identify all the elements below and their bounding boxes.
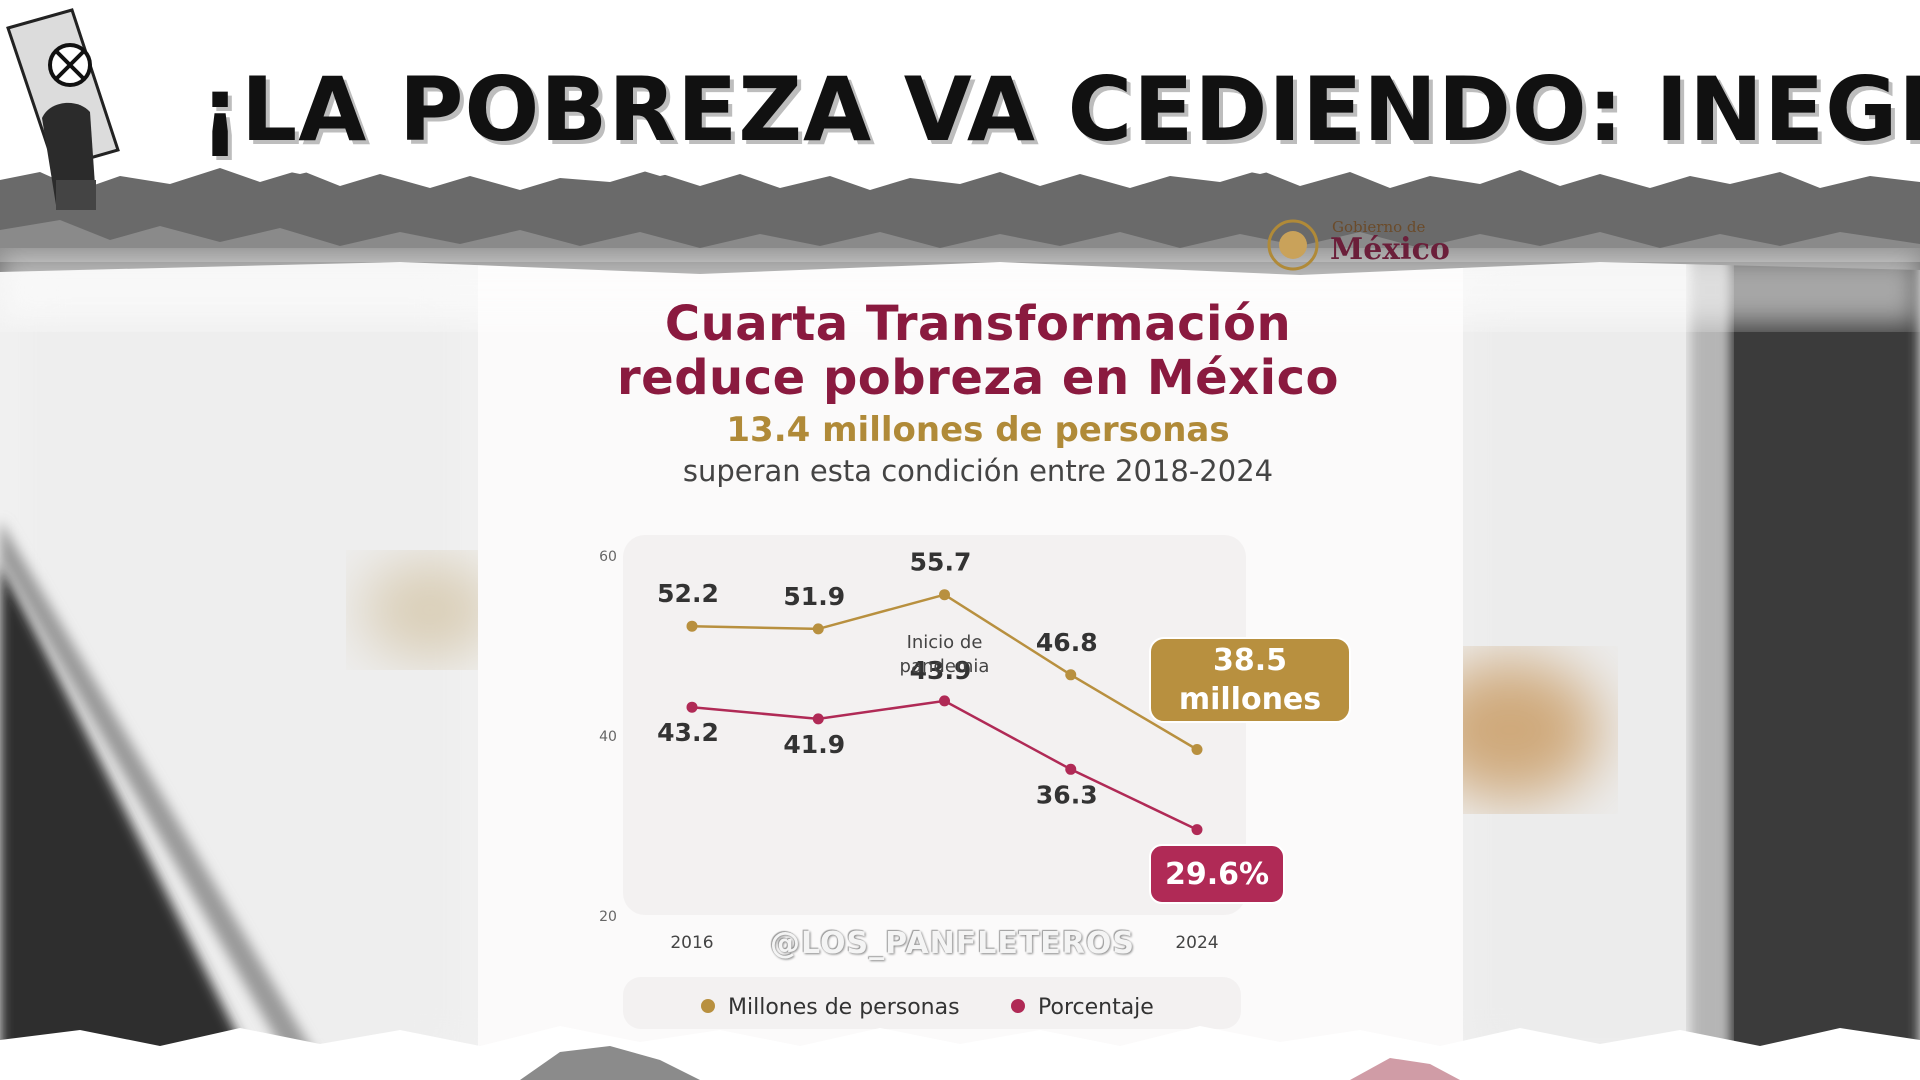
legend-marker-millones xyxy=(701,999,715,1013)
data-label-porcentaje-2018: 41.9 xyxy=(783,730,845,759)
data-label-millones-2018: 51.9 xyxy=(783,582,845,611)
annotation-line1: Inicio de xyxy=(907,632,983,653)
infographic-title-line2: reduce pobreza en México xyxy=(616,350,1340,406)
y-tick-label-60: 60 xyxy=(599,549,617,565)
series-line-porcentaje xyxy=(691,699,1198,831)
data-label-porcentaje-2022: 36.3 xyxy=(1036,780,1098,809)
data-label-porcentaje-2016: 43.2 xyxy=(657,718,719,747)
callout-millones-value: 38.5 xyxy=(1213,643,1287,678)
watermark: @LOS_PANFLETEROS xyxy=(770,926,1135,961)
legend-label-porcentaje: Porcentaje xyxy=(1038,995,1154,1020)
headline: ¡LA POBREZA VA CEDIENDO: INEGI! xyxy=(200,58,1920,161)
y-tick-label-40: 40 xyxy=(599,729,617,745)
data-label-millones-2020: 55.7 xyxy=(910,548,972,577)
data-point-porcentaje-2022 xyxy=(1065,763,1077,775)
gobierno-mexico-emblem xyxy=(1267,219,1319,271)
data-point-porcentaje-2016 xyxy=(686,701,698,713)
data-label-millones-2022: 46.8 xyxy=(1036,628,1098,657)
infographic-subtitle-highlight: 13.4 millones de personas xyxy=(726,410,1230,450)
data-point-porcentaje-2020 xyxy=(939,695,950,707)
data-point-millones-2024 xyxy=(1191,744,1203,755)
x-tick-label-2024: 2024 xyxy=(1175,933,1218,953)
legend-label-millones: Millones de personas xyxy=(728,995,960,1020)
data-point-porcentaje-2018 xyxy=(812,713,824,725)
legend-marker-porcentaje xyxy=(1011,999,1025,1013)
data-point-millones-2016 xyxy=(686,620,698,632)
data-point-millones-2018 xyxy=(812,623,824,635)
data-label-millones-2016: 52.2 xyxy=(657,579,719,608)
x-tick-label-2016: 2016 xyxy=(670,933,713,953)
y-tick-label-20: 20 xyxy=(599,909,617,925)
data-point-millones-2020 xyxy=(939,589,950,601)
callout-millones-unit: millones xyxy=(1179,682,1321,717)
callout-porcentaje-box xyxy=(1149,844,1285,904)
infographic-subtitle-rest: superan esta condición entre 2018-2024 xyxy=(682,454,1274,488)
ballot-hand-icon xyxy=(6,8,120,210)
callout-millones-box xyxy=(1149,637,1351,723)
data-point-millones-2022 xyxy=(1065,669,1077,681)
infographic-title-line1: Cuarta Transformación xyxy=(664,296,1292,352)
annotation-line2: pandemia xyxy=(900,656,990,677)
logo-big-text: México xyxy=(1330,232,1450,267)
logo-small-text: Gobierno de xyxy=(1332,218,1426,236)
data-point-porcentaje-2024 xyxy=(1191,824,1203,836)
callout-porcentaje-value: 29.6% xyxy=(1165,857,1269,892)
data-label-porcentaje-2020: 43.9 xyxy=(910,656,972,685)
